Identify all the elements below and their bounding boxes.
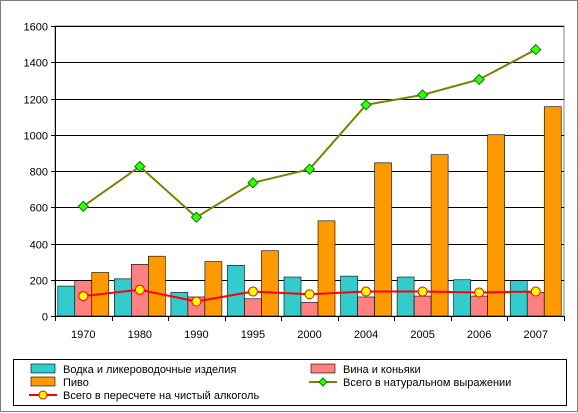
x-tick-label: 1980 <box>128 329 152 341</box>
x-tick-label: 1995 <box>241 329 265 341</box>
y-tick-label: 1000 <box>24 131 48 143</box>
y-tick-label: 200 <box>30 276 48 288</box>
bar <box>509 280 528 317</box>
circle-marker <box>530 286 541 297</box>
legend-swatch <box>310 363 336 374</box>
legend-label: Всего в пересчете на чистый алкоголь <box>63 390 259 402</box>
diamond-marker <box>530 43 542 56</box>
legend-circle-marker <box>38 390 48 400</box>
bar <box>283 276 302 317</box>
diamond-marker <box>77 200 89 213</box>
bar <box>317 220 336 317</box>
legend-label: Всего в натуральном выражении <box>343 377 511 389</box>
legend-swatch <box>30 363 56 374</box>
y-tick-label: 1600 <box>24 22 48 34</box>
bar <box>340 275 358 317</box>
diamond-marker <box>303 163 316 175</box>
legend-label: Вина и коньяки <box>343 364 421 376</box>
y-tick-label: 600 <box>30 203 48 215</box>
x-tick-label: 2005 <box>410 329 434 341</box>
circle-marker <box>417 286 428 297</box>
circle-marker <box>78 291 89 302</box>
diamond-marker <box>247 177 259 189</box>
y-tick-label: 1400 <box>24 58 48 70</box>
legend-swatch <box>30 376 56 387</box>
bar <box>244 298 262 317</box>
diamond-marker <box>416 89 429 101</box>
bar <box>57 285 76 317</box>
x-tick-label: 2007 <box>523 329 547 341</box>
bar <box>543 106 562 317</box>
x-tick-label: 1970 <box>71 329 95 341</box>
bar <box>261 250 279 317</box>
diamond-marker <box>360 99 372 111</box>
circle-marker <box>304 289 315 300</box>
circle-marker <box>361 286 372 297</box>
bar <box>396 276 415 317</box>
y-tick-label: 1200 <box>24 95 48 107</box>
legend-diamond-marker <box>318 377 328 387</box>
diamond-marker <box>134 160 146 173</box>
x-tick-label: 2004 <box>354 329 378 341</box>
circle-marker <box>474 287 485 298</box>
legend: Водка и ликероводочные изделия Вина и кон… <box>13 359 567 406</box>
diamond-marker <box>190 211 203 223</box>
y-tick-label: 0 <box>42 312 48 324</box>
bar <box>300 302 319 317</box>
line-layer <box>77 43 542 307</box>
bar <box>114 278 132 317</box>
y-tick-label: 800 <box>30 167 48 179</box>
x-tick-label: 2006 <box>467 329 491 341</box>
bar-layer <box>57 106 562 317</box>
circle-marker <box>134 284 145 295</box>
bar <box>357 296 375 317</box>
bar <box>204 261 223 317</box>
y-tick-label: 400 <box>30 240 48 252</box>
x-tick-label: 1990 <box>184 329 208 341</box>
legend-label: Водка и ликероводочные изделия <box>63 364 236 376</box>
bar <box>487 134 505 317</box>
diamond-marker <box>473 73 485 86</box>
bar <box>470 295 488 317</box>
legend-label: Пиво <box>63 377 89 389</box>
circle-marker <box>191 296 202 307</box>
bar <box>148 255 166 317</box>
x-tick-label: 2000 <box>297 329 321 341</box>
legend-box <box>13 359 567 406</box>
bar <box>413 295 432 317</box>
axis-layer: 0 200 400 600 800 1000 1200 1400 1600 1970 1980 199… <box>24 22 565 341</box>
bar <box>227 264 245 317</box>
bar <box>453 279 471 317</box>
bar <box>374 162 392 317</box>
circle-marker <box>247 286 258 297</box>
